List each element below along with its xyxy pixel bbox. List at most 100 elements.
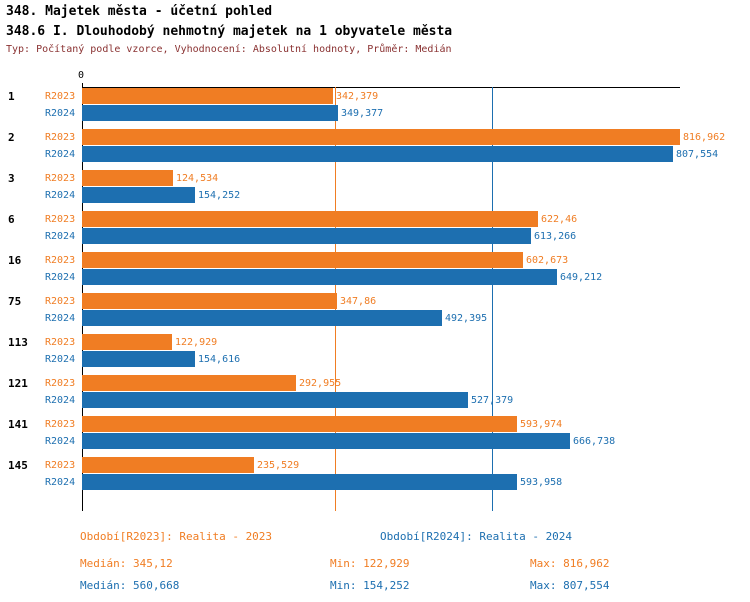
bar-r2023	[82, 211, 538, 227]
category-group: 121 R2023 292,955 R2024 527,379	[0, 375, 750, 408]
series-label: R2023	[45, 172, 76, 184]
category-group: 141 R2023 593,974 R2024 666,738	[0, 416, 750, 449]
series-label: R2023	[45, 90, 76, 102]
series-label: R2023	[45, 131, 76, 143]
value-label: 492,395	[445, 312, 488, 324]
series-label: R2024	[45, 107, 76, 119]
bar-r2024	[82, 433, 570, 449]
bar-row: R2024 492,395	[0, 310, 750, 326]
bar-row: 6 R2023 622,46	[0, 211, 750, 227]
category-group: 75 R2023 347,86 R2024 492,395	[0, 293, 750, 326]
bar-row: R2024 154,616	[0, 351, 750, 367]
value-label: 124,534	[176, 172, 219, 184]
value-label: 666,738	[573, 435, 616, 447]
bar-track: 666,738	[82, 433, 615, 449]
bar-r2023	[82, 252, 523, 268]
bar-row: 2 R2023 816,962	[0, 129, 750, 145]
series-label: R2024	[45, 312, 76, 324]
bar-track: 349,377	[82, 105, 383, 121]
report-title: 348. Majetek města - účetní pohled	[6, 4, 273, 19]
chart-meta-info: Typ: Počítaný podle vzorce, Vyhodnocení:…	[6, 44, 452, 55]
category-group: 145 R2023 235,529 R2024 593,958	[0, 457, 750, 490]
bar-r2023	[82, 375, 296, 391]
bar-track: 593,958	[82, 474, 562, 490]
bar-r2024	[82, 474, 517, 490]
value-label: 154,252	[198, 189, 241, 201]
category-group: 3 R2023 124,534 R2024 154,252	[0, 170, 750, 203]
value-label: 122,929	[175, 336, 218, 348]
category-tick-label: 75	[8, 294, 22, 308]
bar-r2024	[82, 146, 673, 162]
category-tick-label: 121	[8, 376, 28, 390]
stat-median-r2024: Medián: 560,668	[80, 579, 180, 592]
stat-min-r2024: Min: 154,252	[330, 579, 410, 592]
value-label: 593,958	[520, 476, 563, 488]
chart-header: 348. Majetek města - účetní pohled 348.6…	[0, 0, 750, 58]
value-label: 602,673	[526, 254, 569, 266]
bar-r2024	[82, 392, 468, 408]
stat-max-r2023: Max: 816,962	[530, 557, 610, 570]
stat-min-r2023: Min: 122,929	[330, 557, 410, 570]
bar-track: 292,955	[82, 375, 341, 391]
series-label: R2023	[45, 377, 76, 389]
bar-r2023	[82, 88, 333, 104]
bar-row: 1 R2023 342,379	[0, 88, 750, 104]
bar-track: 593,974	[82, 416, 562, 432]
value-label: 807,554	[676, 148, 719, 160]
bar-r2023	[82, 457, 254, 473]
category-tick-label: 141	[8, 417, 28, 431]
series-label: R2024	[45, 148, 76, 160]
category-group: 6 R2023 622,46 R2024 613,266	[0, 211, 750, 244]
bar-track: 816,962	[82, 129, 725, 145]
bar-track: 527,379	[82, 392, 513, 408]
bar-row: R2024 666,738	[0, 433, 750, 449]
bar-row: 121 R2023 292,955	[0, 375, 750, 391]
series-label: R2024	[45, 394, 76, 406]
bar-r2024	[82, 351, 195, 367]
bar-track: 154,252	[82, 187, 240, 203]
bar-row: R2024 154,252	[0, 187, 750, 203]
category-group: 1 R2023 342,379 R2024 349,377	[0, 88, 750, 121]
value-label: 235,529	[257, 459, 300, 471]
bar-track: 342,379	[82, 88, 378, 104]
category-tick-label: 3	[8, 171, 15, 185]
category-tick-label: 6	[8, 212, 15, 226]
series-label: R2024	[45, 476, 76, 488]
value-label: 622,46	[541, 213, 578, 225]
stat-median-r2023: Medián: 345,12	[80, 557, 173, 570]
median-line-r2024	[492, 87, 494, 511]
bar-row: 141 R2023 593,974	[0, 416, 750, 432]
bar-track: 347,86	[82, 293, 376, 309]
bar-row: R2024 527,379	[0, 392, 750, 408]
value-label: 342,379	[336, 90, 379, 102]
value-axis-line	[82, 87, 680, 88]
bar-r2023	[82, 416, 517, 432]
bar-r2023	[82, 170, 173, 186]
bar-r2024	[82, 310, 442, 326]
legend-r2023: Období[R2023]: Realita - 2023	[80, 530, 273, 543]
bar-row: R2024 807,554	[0, 146, 750, 162]
category-group: 113 R2023 122,929 R2024 154,616	[0, 334, 750, 367]
bar-row: R2024 349,377	[0, 105, 750, 121]
series-label: R2023	[45, 213, 76, 225]
bar-track: 807,554	[82, 146, 718, 162]
bar-row: 113 R2023 122,929	[0, 334, 750, 350]
series-label: R2023	[45, 254, 76, 266]
value-label: 527,379	[471, 394, 514, 406]
horizontal-bar-chart: 0 1 R2023 342,379 R2024 349,377 2 R2023 816,962…	[0, 60, 750, 522]
bar-row: 75 R2023 347,86	[0, 293, 750, 309]
series-label: R2024	[45, 230, 76, 242]
value-label: 613,266	[534, 230, 577, 242]
bar-track: 492,395	[82, 310, 487, 326]
bar-track: 235,529	[82, 457, 299, 473]
value-label: 292,955	[299, 377, 342, 389]
category-group: 2 R2023 816,962 R2024 807,554	[0, 129, 750, 162]
value-label: 649,212	[560, 271, 603, 283]
bar-track: 602,673	[82, 252, 568, 268]
value-label: 154,616	[198, 353, 241, 365]
legend-r2024: Období[R2024]: Realita - 2024	[380, 530, 573, 543]
value-label: 347,86	[340, 295, 377, 307]
series-label: R2024	[45, 435, 76, 447]
bar-track: 649,212	[82, 269, 602, 285]
